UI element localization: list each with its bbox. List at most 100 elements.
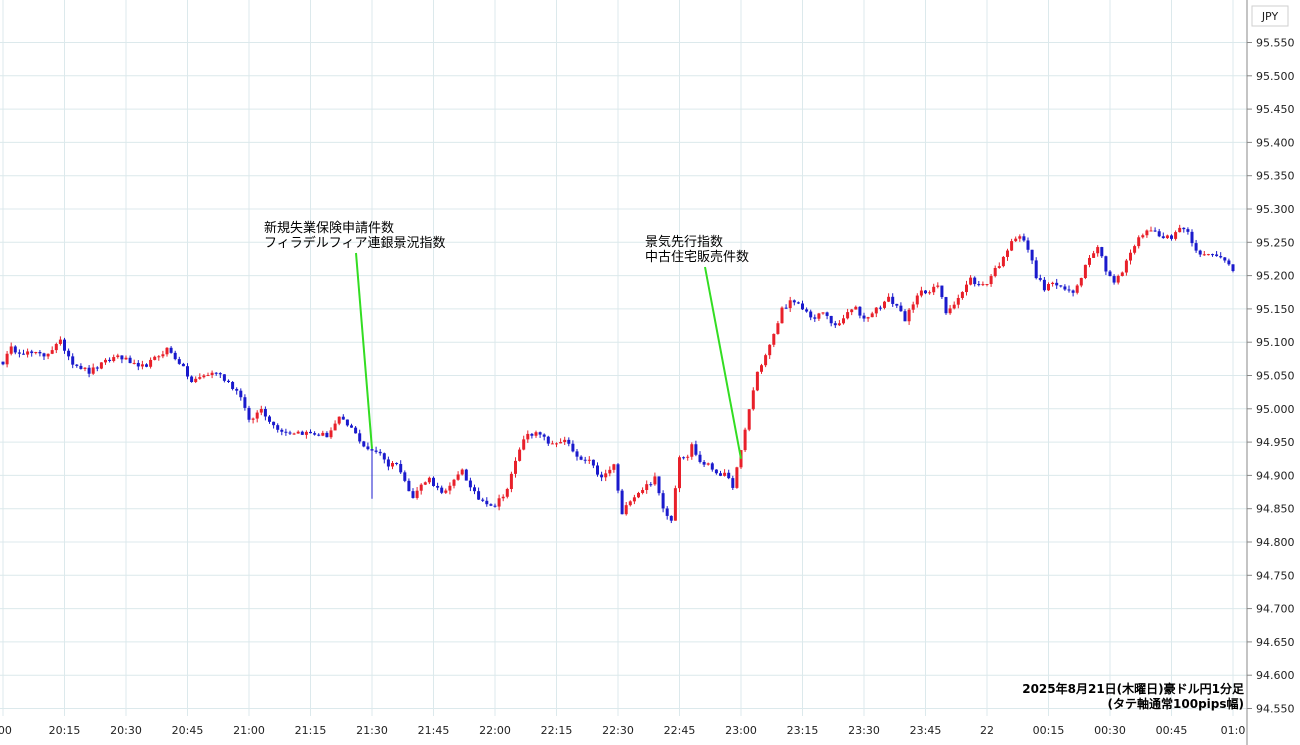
candle-body bbox=[190, 376, 194, 382]
candle-body bbox=[723, 472, 727, 476]
candle-body bbox=[952, 304, 956, 309]
candle-body bbox=[628, 501, 632, 506]
y-tick-label: 94.800 bbox=[1256, 536, 1295, 549]
candle-body bbox=[1231, 264, 1235, 271]
candle-body bbox=[690, 444, 694, 457]
candle-body bbox=[1059, 285, 1063, 287]
candle-body bbox=[231, 381, 235, 389]
candle-body bbox=[567, 439, 571, 444]
candle-body bbox=[116, 355, 120, 358]
candle-body bbox=[1198, 250, 1202, 255]
candle-body bbox=[460, 469, 464, 475]
candle-body bbox=[948, 308, 952, 314]
candle-body bbox=[1075, 285, 1079, 293]
x-tick-label: 22:00 bbox=[479, 724, 511, 737]
candle-body bbox=[202, 375, 206, 378]
candle-body bbox=[296, 431, 300, 434]
candle-body bbox=[128, 357, 132, 364]
candle-body bbox=[825, 312, 829, 316]
candle-body bbox=[719, 473, 722, 476]
candle-body bbox=[751, 390, 755, 410]
chart-caption: 2025年8月21日(木曜日)豪ドル円1分足(タテ軸通常100pips幅) bbox=[1022, 681, 1244, 711]
candle-body bbox=[87, 367, 91, 374]
candle-body bbox=[26, 351, 30, 355]
candle-body bbox=[936, 285, 940, 287]
candle-body bbox=[895, 303, 899, 306]
candle-body bbox=[345, 419, 349, 426]
candle-body bbox=[403, 472, 407, 481]
candle-body bbox=[694, 444, 698, 455]
candle-body bbox=[452, 479, 456, 486]
candle-body bbox=[903, 311, 907, 322]
caption-line: (タテ軸通常100pips幅) bbox=[1108, 696, 1244, 711]
candle-body bbox=[255, 412, 259, 419]
candle-body bbox=[9, 346, 13, 354]
candle-body bbox=[571, 443, 575, 452]
y-tick-label: 95.100 bbox=[1256, 336, 1295, 349]
candle-body bbox=[842, 318, 845, 324]
candle-body bbox=[30, 351, 34, 354]
candle-body bbox=[464, 469, 468, 481]
candle-body bbox=[1133, 246, 1137, 253]
y-tick-label: 94.650 bbox=[1256, 636, 1295, 649]
candle-body bbox=[149, 359, 153, 367]
candle-body bbox=[1202, 254, 1206, 256]
candle-body bbox=[1174, 232, 1178, 239]
candle-body bbox=[309, 431, 312, 434]
candle-body bbox=[932, 286, 936, 293]
candle-body bbox=[378, 451, 382, 454]
y-tick-label: 94.750 bbox=[1256, 569, 1295, 582]
candle-body bbox=[79, 365, 83, 369]
candle-body bbox=[165, 347, 169, 355]
x-tick-label: 22:45 bbox=[664, 724, 696, 737]
candle-body bbox=[542, 434, 546, 437]
y-tick-labels: 95.550 95.500 95.450 95.400 95.350 95.300 95.2… bbox=[1247, 37, 1295, 716]
candle-body bbox=[333, 423, 337, 431]
candle-body bbox=[788, 300, 792, 309]
candle-body bbox=[419, 484, 423, 491]
candle-body bbox=[641, 489, 645, 493]
candle-body bbox=[907, 309, 911, 322]
candle-body bbox=[706, 463, 710, 465]
candle-body bbox=[198, 377, 202, 379]
candle-body bbox=[350, 425, 353, 428]
candle-body bbox=[928, 292, 932, 294]
candle-body bbox=[1178, 227, 1182, 233]
candle-body bbox=[919, 290, 923, 296]
candle-body bbox=[714, 469, 718, 474]
candle-body bbox=[22, 353, 25, 355]
candle-body bbox=[600, 474, 604, 478]
candle-body bbox=[632, 497, 636, 502]
candle-body bbox=[969, 277, 973, 285]
candle-body bbox=[612, 464, 616, 470]
candle-body bbox=[768, 344, 772, 356]
candle-body bbox=[878, 307, 882, 309]
y-tick-label: 95.250 bbox=[1256, 236, 1295, 249]
y-tick-label: 94.600 bbox=[1256, 669, 1295, 682]
candle-body bbox=[370, 449, 374, 451]
candle-body bbox=[386, 459, 390, 467]
candle-body bbox=[54, 343, 58, 351]
y-tick-label: 95.000 bbox=[1256, 403, 1295, 416]
candle-body bbox=[423, 482, 427, 485]
y-tick-label: 95.300 bbox=[1256, 203, 1295, 216]
candle-body bbox=[981, 284, 985, 286]
y-tick-label: 94.700 bbox=[1256, 603, 1295, 616]
candle-body bbox=[833, 323, 837, 326]
candle-body bbox=[304, 431, 308, 435]
candle-body bbox=[665, 508, 669, 516]
candle-body bbox=[866, 317, 870, 319]
candle-body bbox=[13, 346, 17, 353]
x-tick-label: 23:00 bbox=[725, 724, 757, 737]
candle-body bbox=[1129, 252, 1132, 261]
candle-body bbox=[1051, 282, 1055, 284]
candle-body bbox=[407, 480, 411, 492]
candle-body bbox=[501, 496, 505, 499]
candle-body bbox=[186, 366, 189, 377]
gridlines bbox=[0, 0, 1247, 716]
candle-body bbox=[587, 459, 591, 461]
candle-body bbox=[534, 432, 538, 436]
annotation-line bbox=[704, 266, 742, 459]
y-tick-label: 95.200 bbox=[1256, 270, 1295, 283]
